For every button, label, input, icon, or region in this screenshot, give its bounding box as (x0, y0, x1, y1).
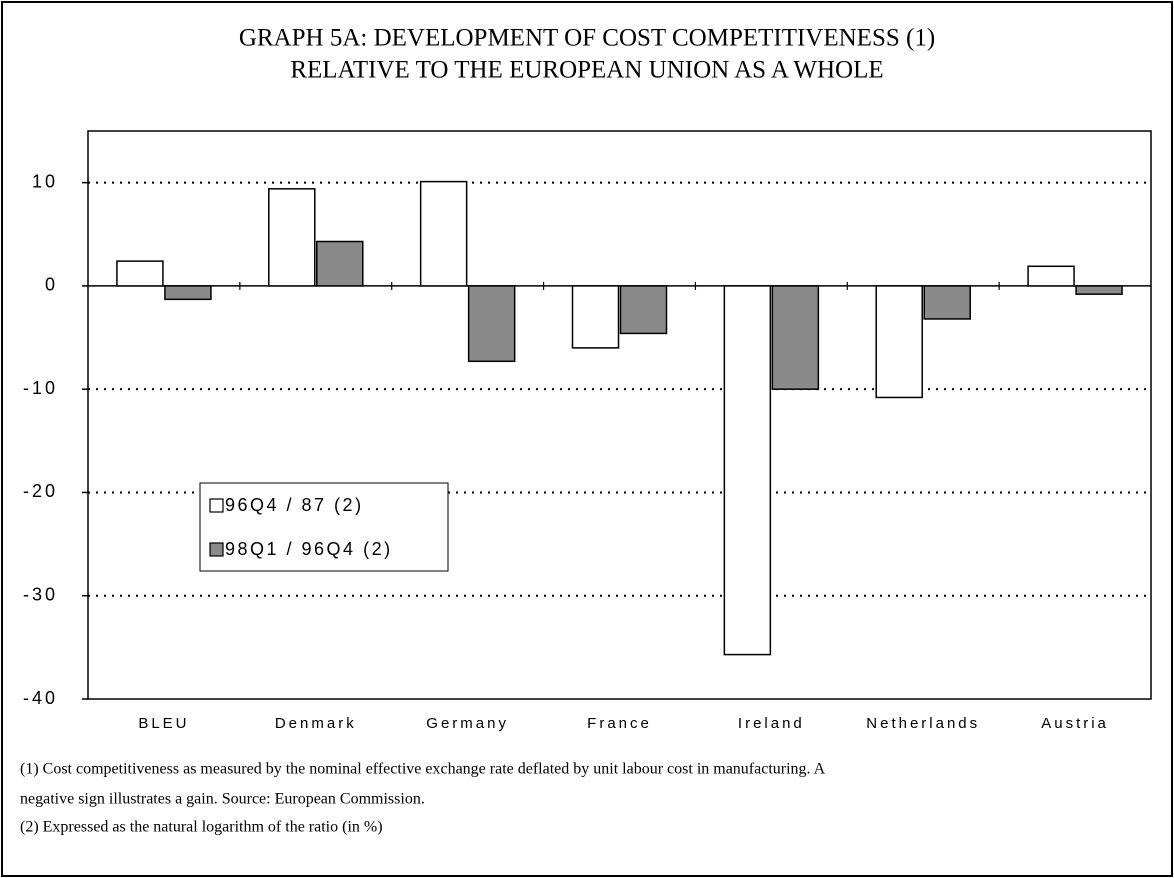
y-tick-label: -10 (23, 378, 58, 398)
plot-area (87, 130, 1152, 700)
bar (316, 240, 364, 287)
x-tick-label: Germany (426, 715, 509, 732)
legend-box (199, 482, 449, 572)
bar (571, 285, 620, 349)
chart-title: RELATIVE TO THE EUROPEAN UNION AS A WHOL… (290, 57, 883, 84)
y-tick-label: -40 (23, 688, 58, 708)
footnote: (1) Cost competitiveness as measured by … (20, 761, 826, 778)
bar (619, 285, 668, 335)
footnote: negative sign illustrates a gain. Source… (20, 791, 425, 808)
bar (875, 285, 923, 399)
y-tick-label: 0 (45, 275, 58, 295)
bar (467, 285, 516, 363)
x-tick-label: France (587, 715, 652, 732)
y-tick-label: -30 (23, 584, 58, 604)
legend-swatch (209, 542, 224, 557)
x-tick-label: Denmark (275, 715, 357, 732)
footnote: (2) Expressed as the natural logarithm o… (20, 819, 383, 836)
x-tick-label: Netherlands (866, 715, 980, 732)
bar (923, 285, 971, 320)
y-tick-label: -20 (23, 481, 58, 501)
bar (116, 260, 164, 287)
bar (771, 285, 820, 390)
x-tick-label: Austria (1041, 715, 1109, 732)
bar (723, 285, 772, 656)
bar (1075, 285, 1123, 295)
y-tick-label: 10 (32, 171, 58, 191)
x-tick-label: Ireland (738, 715, 805, 732)
bar (1027, 265, 1075, 287)
x-tick-label: BLEU (138, 715, 189, 732)
bar (419, 180, 468, 287)
legend-swatch (209, 498, 224, 513)
bar (164, 285, 212, 301)
legend-label: 96Q4 / 87 (2) (225, 495, 364, 515)
legend-label: 98Q1 / 96Q4 (2) (225, 539, 393, 559)
bar (268, 188, 316, 287)
chart-title: GRAPH 5A: DEVELOPMENT OF COST COMPETITIV… (239, 25, 935, 52)
